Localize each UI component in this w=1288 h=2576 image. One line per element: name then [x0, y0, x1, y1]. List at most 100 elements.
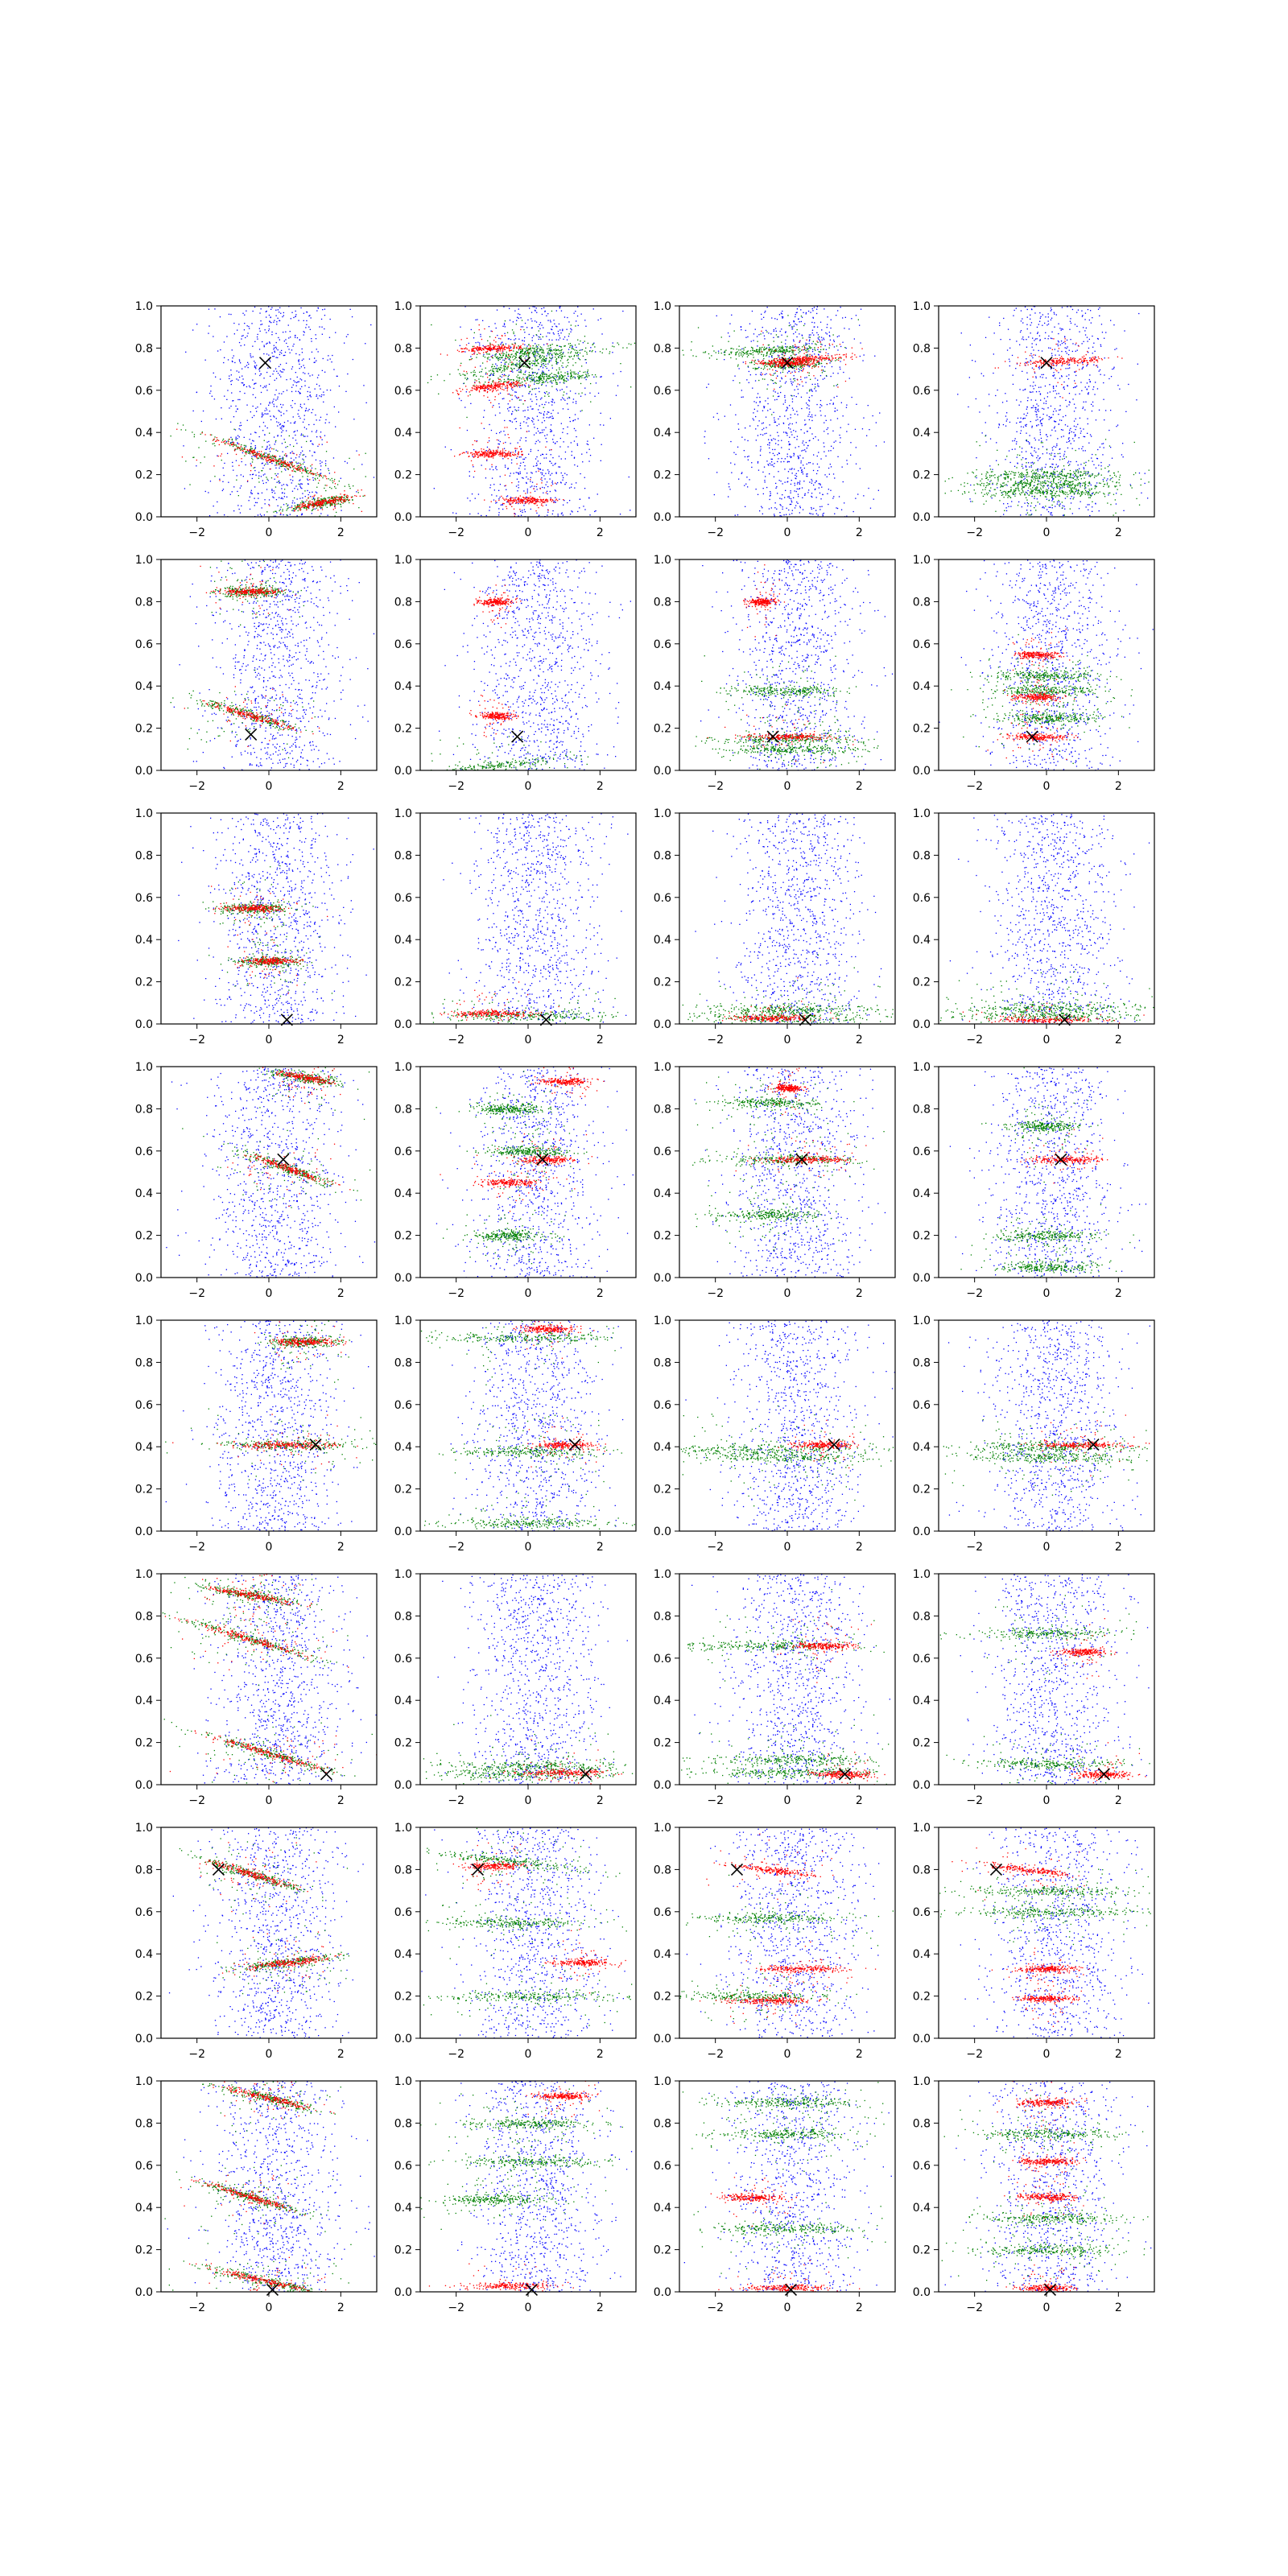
point-blue — [284, 355, 285, 356]
point-green — [492, 366, 493, 367]
point-blue — [318, 351, 319, 352]
point-blue — [296, 463, 297, 464]
point-blue — [569, 417, 570, 418]
point-blue — [520, 465, 521, 466]
point-green — [264, 440, 265, 441]
point-green — [539, 379, 540, 380]
point-blue — [518, 369, 519, 370]
point-red — [452, 392, 453, 393]
point-green — [550, 358, 551, 359]
point-green — [458, 369, 459, 370]
point-blue — [242, 382, 243, 383]
point-blue — [272, 402, 273, 403]
point-blue — [507, 408, 508, 409]
point-blue — [552, 484, 553, 485]
point-blue — [523, 490, 524, 491]
point-blue — [855, 429, 856, 430]
point-red — [312, 502, 313, 503]
point-green — [589, 351, 590, 352]
point-blue — [493, 484, 494, 485]
point-blue — [762, 472, 763, 473]
point-blue — [273, 415, 274, 416]
point-red — [262, 456, 263, 457]
point-red — [520, 501, 521, 502]
x-tick-label: 2 — [597, 526, 604, 539]
point-blue — [540, 398, 541, 399]
point-green — [578, 378, 579, 379]
point-blue — [491, 331, 492, 332]
point-red — [252, 452, 253, 453]
point-red — [511, 384, 512, 385]
point-blue — [594, 511, 595, 512]
point-red — [476, 441, 477, 442]
point-green — [537, 362, 538, 363]
point-green — [204, 456, 205, 457]
point-blue — [487, 389, 488, 390]
point-red — [487, 391, 488, 392]
point-blue — [516, 472, 517, 473]
point-red — [474, 351, 475, 352]
point-blue — [859, 325, 860, 326]
point-blue — [292, 345, 293, 346]
point-green — [521, 370, 522, 371]
point-green — [586, 376, 587, 377]
point-red — [289, 464, 290, 465]
point-blue — [775, 443, 776, 444]
point-blue — [290, 331, 291, 332]
point-red — [339, 498, 340, 499]
point-blue — [559, 307, 560, 308]
point-green — [251, 458, 252, 459]
point-blue — [567, 474, 568, 475]
point-green — [276, 463, 277, 464]
point-blue — [227, 453, 228, 454]
point-green — [277, 451, 278, 452]
point-blue — [301, 386, 302, 387]
point-red — [182, 456, 183, 457]
point-blue — [820, 458, 821, 459]
point-green — [495, 356, 496, 357]
point-blue — [491, 430, 492, 431]
point-blue — [304, 466, 305, 467]
point-blue — [308, 387, 309, 388]
point-blue — [565, 458, 566, 459]
point-blue — [569, 488, 570, 489]
point-red — [492, 391, 493, 392]
point-blue — [532, 418, 533, 419]
point-blue — [550, 491, 551, 492]
point-green — [510, 394, 511, 395]
point-blue — [295, 314, 296, 315]
point-blue — [603, 425, 604, 426]
point-red — [496, 390, 497, 391]
point-green — [517, 363, 518, 364]
point-red — [539, 518, 540, 519]
point-blue — [803, 368, 804, 369]
point-green — [566, 381, 567, 382]
point-red — [346, 497, 347, 498]
point-red — [312, 474, 313, 475]
point-blue — [250, 492, 251, 493]
point-green — [316, 487, 317, 488]
point-blue — [484, 428, 485, 429]
point-blue — [282, 458, 283, 459]
point-blue — [502, 509, 503, 510]
point-red — [514, 344, 515, 345]
point-red — [519, 383, 520, 384]
point-red — [479, 348, 480, 349]
point-green — [550, 374, 551, 375]
point-blue — [509, 308, 510, 309]
point-red — [461, 352, 462, 353]
point-red — [512, 497, 513, 498]
point-blue — [511, 413, 512, 414]
point-green — [297, 507, 298, 508]
point-blue — [551, 382, 552, 383]
point-blue — [541, 308, 542, 309]
point-blue — [802, 443, 803, 444]
point-red — [495, 383, 496, 384]
point-red — [460, 391, 461, 392]
point-green — [242, 448, 243, 449]
point-green — [314, 500, 315, 501]
point-green — [528, 355, 529, 356]
point-green — [325, 505, 326, 506]
point-blue — [827, 493, 828, 494]
point-blue — [470, 403, 471, 404]
